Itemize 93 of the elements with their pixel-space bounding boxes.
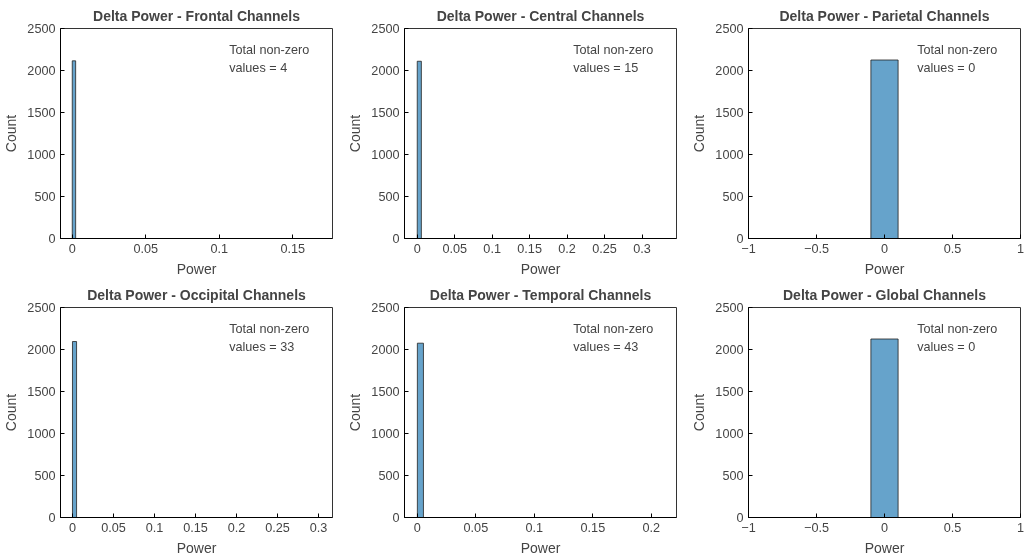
x-axis-title: Power — [176, 539, 217, 556]
x-tick-label: 0.1 — [483, 241, 501, 256]
annotation: Total non-zero values = 4 — [229, 43, 310, 76]
y-tick-label: 1000 — [27, 148, 56, 162]
x-axis-title: Power — [520, 260, 561, 277]
y-tick-label: 2500 — [371, 301, 400, 315]
y-tick-label: 2500 — [371, 22, 400, 36]
x-tick-label: 0.3 — [309, 520, 328, 535]
y-tick-label: 1000 — [715, 148, 744, 162]
x-tick-label: −1 — [741, 520, 756, 535]
x-tick-label: 0.5 — [943, 520, 962, 535]
x-tick-label: 0.25 — [592, 241, 617, 256]
chart-title: Delta Power - Central Channels — [436, 7, 645, 24]
x-tick-label: 0.15 — [280, 241, 306, 256]
y-tick-label: 1000 — [371, 148, 400, 162]
x-axis-title: Power — [864, 260, 905, 277]
chart-title: Delta Power - Frontal Channels — [93, 7, 301, 24]
y-tick-label: 500 — [378, 469, 400, 483]
x-tick-label: 0.15 — [580, 520, 606, 535]
y-tick-label: 1500 — [715, 106, 744, 120]
y-tick-label: 2000 — [715, 64, 744, 78]
y-tick-label: 2500 — [715, 22, 744, 36]
x-tick-label: 0.1 — [525, 520, 544, 535]
y-tick-label: 2000 — [371, 343, 400, 357]
y-tick-label: 0 — [48, 232, 56, 246]
y-axis-title: Count — [691, 114, 708, 153]
x-tick-label: 0.25 — [265, 520, 290, 535]
y-tick-label: 1500 — [371, 385, 400, 399]
x-tick-label: 0.2 — [558, 241, 576, 256]
y-tick-label: 0 — [736, 232, 744, 246]
y-tick-label: 500 — [722, 469, 744, 483]
x-axis-title: Power — [176, 260, 217, 277]
y-tick-label: 1000 — [371, 427, 400, 441]
x-tick-label: 0.1 — [210, 241, 229, 256]
y-tick-label: 0 — [736, 511, 744, 525]
annotation: Total non-zero values = 15 — [573, 43, 654, 76]
y-tick-label: 2000 — [27, 64, 56, 78]
x-tick-label: 0.5 — [943, 241, 962, 256]
x-tick-label: 0.3 — [633, 241, 651, 256]
x-tick-label: −0.5 — [804, 241, 830, 256]
y-tick-label: 2000 — [27, 343, 56, 357]
y-tick-label: 1500 — [27, 385, 56, 399]
x-tick-label: 0.05 — [101, 520, 126, 535]
x-tick-label: 0 — [880, 520, 889, 535]
y-tick-label: 1000 — [27, 427, 56, 441]
y-tick-label: 1500 — [371, 106, 400, 120]
x-tick-label: 0 — [413, 520, 421, 535]
y-axis-title: Count — [3, 114, 20, 153]
x-tick-label: 0 — [68, 241, 76, 256]
x-tick-label: 0 — [68, 520, 76, 535]
y-tick-label: 1500 — [27, 106, 56, 120]
y-tick-label: 1000 — [715, 427, 744, 441]
x-tick-label: 0.05 — [133, 241, 159, 256]
x-tick-label: 0.2 — [642, 520, 661, 535]
x-tick-label: 0.05 — [463, 520, 489, 535]
chart-title: Delta Power - Parietal Channels — [779, 7, 990, 24]
x-tick-label: 0 — [413, 241, 421, 256]
x-tick-label: −1 — [741, 241, 756, 256]
x-tick-label: 1 — [1016, 241, 1025, 256]
y-tick-label: 2500 — [715, 301, 744, 315]
annotation: Total non-zero values = 0 — [917, 322, 998, 355]
y-axis-title: Count — [691, 393, 708, 432]
y-axis-title: Count — [347, 114, 364, 153]
x-axis-title: Power — [520, 539, 561, 556]
x-axis-title: Power — [864, 539, 905, 556]
chart-title: Delta Power - Global Channels — [782, 286, 987, 303]
x-tick-label: 0.1 — [145, 520, 164, 535]
y-tick-label: 500 — [722, 190, 744, 204]
chart-title: Delta Power - Temporal Channels — [429, 286, 652, 303]
x-tick-label: 0.15 — [183, 520, 208, 535]
chart-title: Delta Power - Occipital Channels — [87, 286, 307, 303]
y-tick-label: 2000 — [715, 343, 744, 357]
x-tick-label: 1 — [1016, 520, 1025, 535]
y-tick-label: 500 — [378, 190, 400, 204]
annotation: Total non-zero values = 43 — [573, 322, 654, 355]
y-axis-title: Count — [347, 393, 364, 432]
x-tick-label: 0 — [880, 241, 889, 256]
y-tick-label: 1500 — [715, 385, 744, 399]
y-axis-title: Count — [3, 393, 20, 432]
x-tick-label: −0.5 — [804, 520, 830, 535]
y-tick-label: 0 — [392, 232, 400, 246]
x-tick-label: 0.2 — [227, 520, 246, 535]
y-tick-label: 0 — [392, 511, 400, 525]
x-tick-label: 0.15 — [517, 241, 542, 256]
annotation: Total non-zero values = 0 — [917, 43, 998, 76]
y-tick-label: 500 — [34, 190, 56, 204]
y-tick-label: 2500 — [27, 22, 56, 36]
y-tick-label: 0 — [48, 511, 56, 525]
y-tick-label: 500 — [34, 469, 56, 483]
annotation: Total non-zero values = 33 — [229, 322, 310, 355]
y-tick-label: 2000 — [371, 64, 400, 78]
x-tick-label: 0.05 — [442, 241, 468, 256]
y-tick-label: 2500 — [27, 301, 56, 315]
